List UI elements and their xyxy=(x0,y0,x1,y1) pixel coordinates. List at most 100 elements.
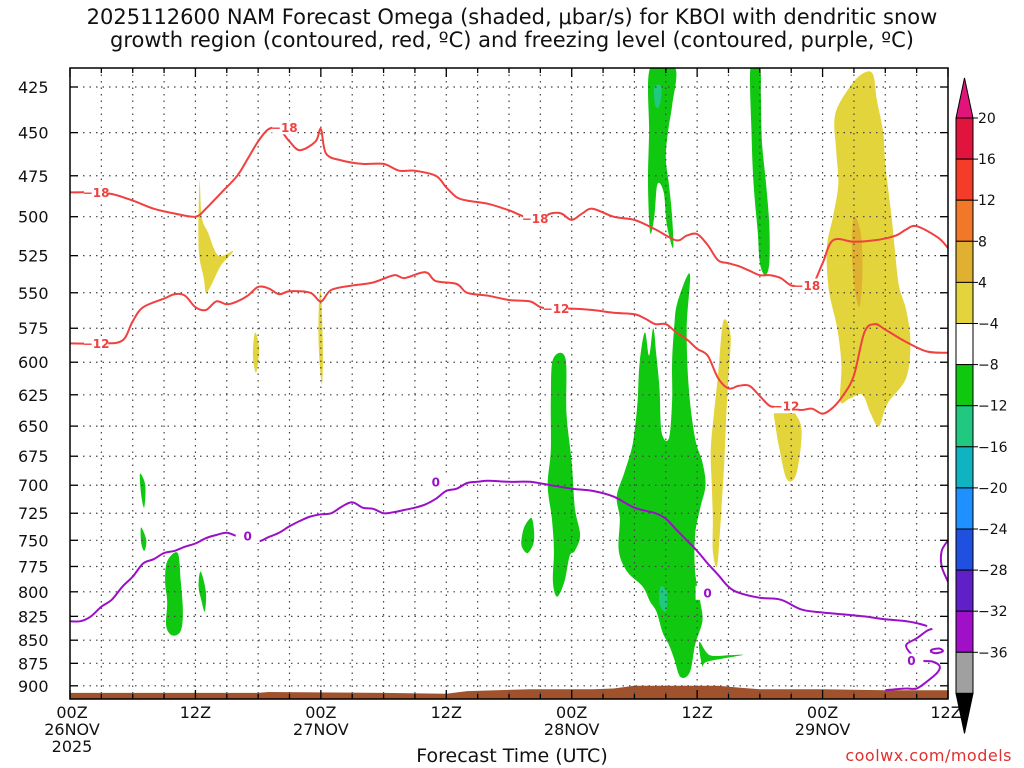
credit-text: coolwx.com/models xyxy=(845,746,1012,765)
colorbar-swatch xyxy=(955,528,974,571)
omega-region xyxy=(698,641,743,668)
y-tick-label: 850 xyxy=(18,631,49,650)
contour-label-bg xyxy=(272,120,297,135)
omega-region xyxy=(749,68,770,276)
y-tick-label: 525 xyxy=(18,247,49,266)
colorbar-label: −24 xyxy=(978,522,1008,538)
omega-region xyxy=(647,68,677,249)
omega-region xyxy=(616,273,706,678)
y-tick-label: 475 xyxy=(18,167,49,186)
omega-region xyxy=(165,552,183,636)
y-tick-label: 900 xyxy=(18,677,49,696)
contour-line-freezing xyxy=(939,539,948,583)
omega-region xyxy=(198,571,207,612)
x-tick-label: 00Z 28NOV xyxy=(544,703,600,739)
colorbar: 20 16 12 8 4 −4 −8 −12 −16 −20 −24 −28 −32 −36 xyxy=(955,77,1008,734)
colorbar-swatch xyxy=(955,405,974,448)
omega-region xyxy=(140,527,147,551)
contour-label: 0 xyxy=(432,475,440,489)
contour-label-bg xyxy=(773,399,798,414)
contour-label: −12 xyxy=(543,302,570,316)
x-tick-label: 12Z xyxy=(431,703,462,722)
y-tick-label: 775 xyxy=(18,557,49,576)
colorbar-label: 12 xyxy=(978,193,996,209)
y-tick-label: 625 xyxy=(18,386,49,405)
colorbar-swatch xyxy=(955,651,974,694)
y-tick-label: 800 xyxy=(18,583,49,602)
omega-region xyxy=(318,290,323,385)
contour-line-freezing xyxy=(929,647,944,655)
colorbar-label: 16 xyxy=(978,152,996,168)
contour-label: 0 xyxy=(244,530,252,544)
colorbar-label: −8 xyxy=(978,358,999,374)
contour-labels: −18 −18 −18 −18 −12 −12 −12 0 0 0 0 xyxy=(83,120,924,668)
colorbar-label: 20 xyxy=(978,111,996,127)
colorbar-swatch xyxy=(955,364,974,407)
x-tick-label: 00Z 29NOV xyxy=(795,703,851,739)
chart-title: 2025112600 NAM Forecast Omega (shaded, μ… xyxy=(0,6,1024,52)
y-tick-label: 575 xyxy=(18,319,49,338)
chart-title-line2: growth region (contoured, red, ºC) and f… xyxy=(110,28,914,52)
y-tick-label: 700 xyxy=(18,476,49,495)
colorbar-swatch xyxy=(955,487,974,530)
omega-region xyxy=(710,319,731,568)
omega-region xyxy=(252,332,260,373)
y-tick-label: 875 xyxy=(18,654,49,673)
colorbar-label: 8 xyxy=(978,234,987,250)
omega-region xyxy=(653,84,662,108)
x-tick-label: 12Z xyxy=(930,703,961,722)
chart-title-line1: 2025112600 NAM Forecast Omega (shaded, μ… xyxy=(86,5,938,29)
x-tick-label: 12Z xyxy=(681,703,712,722)
omega-region xyxy=(851,216,863,308)
y-tick-label: 500 xyxy=(18,208,49,227)
omega-region xyxy=(773,401,802,482)
x-tick-label: 12Z xyxy=(180,703,211,722)
contour-label-bg xyxy=(84,185,109,200)
contour-label: 0 xyxy=(907,654,915,668)
contour-label-bg xyxy=(695,585,720,600)
omega-shading xyxy=(139,68,911,678)
colorbar-swatch xyxy=(955,158,974,201)
y-tick-label: 425 xyxy=(18,78,49,97)
colorbar-label: −12 xyxy=(978,399,1008,415)
x-tick-label: 00Z 26NOV 2025 xyxy=(44,703,100,756)
y-tick-label: 750 xyxy=(18,531,49,550)
y-tick-label: 650 xyxy=(18,417,49,436)
contour-label-bg xyxy=(235,529,260,544)
contour-line-freezing xyxy=(70,479,928,627)
contour-label-bg xyxy=(523,211,548,226)
axis-ticks: 425 450 475 500 525 550 575 600 625 650 675 700 725 7… xyxy=(18,68,962,756)
colorbar-swatch xyxy=(955,446,974,489)
y-tick-label: 725 xyxy=(18,504,49,523)
colorbar-label: −4 xyxy=(978,317,999,333)
contour-label: −18 xyxy=(794,279,821,293)
x-tick-label: 00Z 27NOV xyxy=(293,703,349,739)
colorbar-swatch xyxy=(955,281,974,324)
colorbar-label: −28 xyxy=(978,563,1008,579)
contour-line-freezing xyxy=(885,627,941,692)
grid-lines xyxy=(70,68,948,699)
contour-label: −18 xyxy=(271,121,298,135)
omega-region xyxy=(198,180,234,294)
colorbar-label: −32 xyxy=(978,604,1008,620)
omega-region xyxy=(659,586,668,612)
contour-label: −12 xyxy=(83,337,110,351)
colorbar-label: −36 xyxy=(978,645,1008,661)
y-tick-label: 600 xyxy=(18,353,49,372)
omega-region xyxy=(547,352,581,597)
x-axis-label: Forecast Time (UTC) xyxy=(416,745,608,767)
contour-label: 0 xyxy=(703,586,711,600)
contour-label-bg xyxy=(899,653,924,668)
colorbar-swatch xyxy=(955,199,974,242)
colorbar-label: −16 xyxy=(978,440,1008,456)
contour-label-bg xyxy=(423,474,448,489)
omega-region xyxy=(826,71,911,427)
contour-label: −18 xyxy=(83,186,110,200)
contour-label-bg xyxy=(84,336,109,351)
colorbar-swatch xyxy=(955,610,974,653)
omega-region xyxy=(139,473,146,508)
colorbar-label: 4 xyxy=(978,275,987,291)
contour-label-bg xyxy=(544,301,569,316)
omega-region xyxy=(521,517,535,554)
